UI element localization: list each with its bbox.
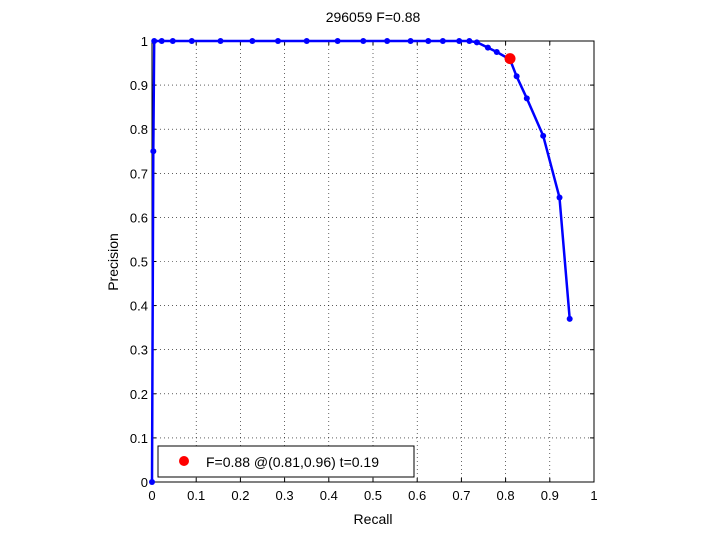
x-tick-label: 0.5 bbox=[364, 488, 382, 503]
legend-label: F=0.88 @(0.81,0.96) t=0.19 bbox=[206, 454, 379, 470]
data-point bbox=[384, 38, 391, 44]
x-tick-label: 0.3 bbox=[276, 488, 294, 503]
grid-lines bbox=[152, 41, 594, 482]
series-curve bbox=[149, 38, 573, 485]
axis-ticks: 0 0.1 0.2 0.3 0.4 0.5 0.6 0.7 0.8 0.9 1 0 0.1 0.2 0.3 0… bbox=[130, 34, 598, 503]
data-point bbox=[150, 148, 157, 155]
y-axis-label: Precision bbox=[105, 233, 121, 291]
x-tick-label: 0.2 bbox=[231, 488, 249, 503]
best-f-point bbox=[504, 53, 516, 65]
best-point-marker bbox=[504, 53, 516, 65]
y-tick-label: 0.7 bbox=[130, 166, 148, 181]
data-point bbox=[149, 479, 155, 485]
x-tick-label: 0.1 bbox=[187, 488, 205, 503]
data-point bbox=[360, 38, 367, 44]
data-point bbox=[566, 315, 573, 322]
y-tick-label: 0.3 bbox=[130, 343, 148, 358]
legend: F=0.88 @(0.81,0.96) t=0.19 bbox=[157, 445, 415, 478]
data-point bbox=[158, 38, 165, 44]
data-point bbox=[466, 38, 473, 44]
data-point bbox=[456, 38, 463, 44]
data-point bbox=[540, 132, 547, 139]
data-point bbox=[513, 73, 520, 80]
x-tick-label: 0.8 bbox=[497, 488, 515, 503]
y-tick-label: 1 bbox=[141, 34, 148, 49]
x-tick-label: 0 bbox=[148, 488, 155, 503]
x-tick-label: 0.6 bbox=[408, 488, 426, 503]
y-tick-label: 0.6 bbox=[130, 210, 148, 225]
data-point bbox=[217, 38, 224, 44]
data-point bbox=[188, 38, 195, 44]
data-point bbox=[334, 38, 341, 44]
data-point bbox=[439, 38, 446, 44]
x-axis-label: Recall bbox=[354, 511, 393, 527]
data-point bbox=[493, 49, 500, 56]
y-tick-label: 0.1 bbox=[130, 431, 148, 446]
data-point bbox=[556, 194, 563, 201]
data-point bbox=[523, 95, 530, 102]
legend-marker bbox=[179, 456, 189, 466]
data-point bbox=[407, 38, 414, 44]
y-tick-label: 0.5 bbox=[130, 255, 148, 270]
data-point bbox=[473, 39, 480, 46]
legend-box bbox=[157, 445, 415, 478]
data-point bbox=[151, 38, 158, 44]
data-point bbox=[274, 38, 281, 44]
data-point bbox=[169, 38, 176, 44]
x-tick-label: 1 bbox=[590, 488, 597, 503]
y-tick-label: 0.4 bbox=[130, 299, 148, 314]
data-point bbox=[249, 38, 256, 44]
x-tick-label: 0.4 bbox=[320, 488, 338, 503]
data-point bbox=[303, 38, 310, 44]
x-tick-label: 0.9 bbox=[541, 488, 559, 503]
x-tick-label: 0.7 bbox=[452, 488, 470, 503]
y-tick-label: 0.9 bbox=[130, 78, 148, 93]
data-point bbox=[425, 38, 432, 44]
data-point bbox=[484, 44, 491, 51]
y-tick-label: 0.8 bbox=[130, 122, 148, 137]
y-tick-label: 0.2 bbox=[130, 387, 148, 402]
y-tick-label: 0 bbox=[141, 475, 148, 490]
chart-title: 296059 F=0.88 bbox=[326, 9, 421, 25]
